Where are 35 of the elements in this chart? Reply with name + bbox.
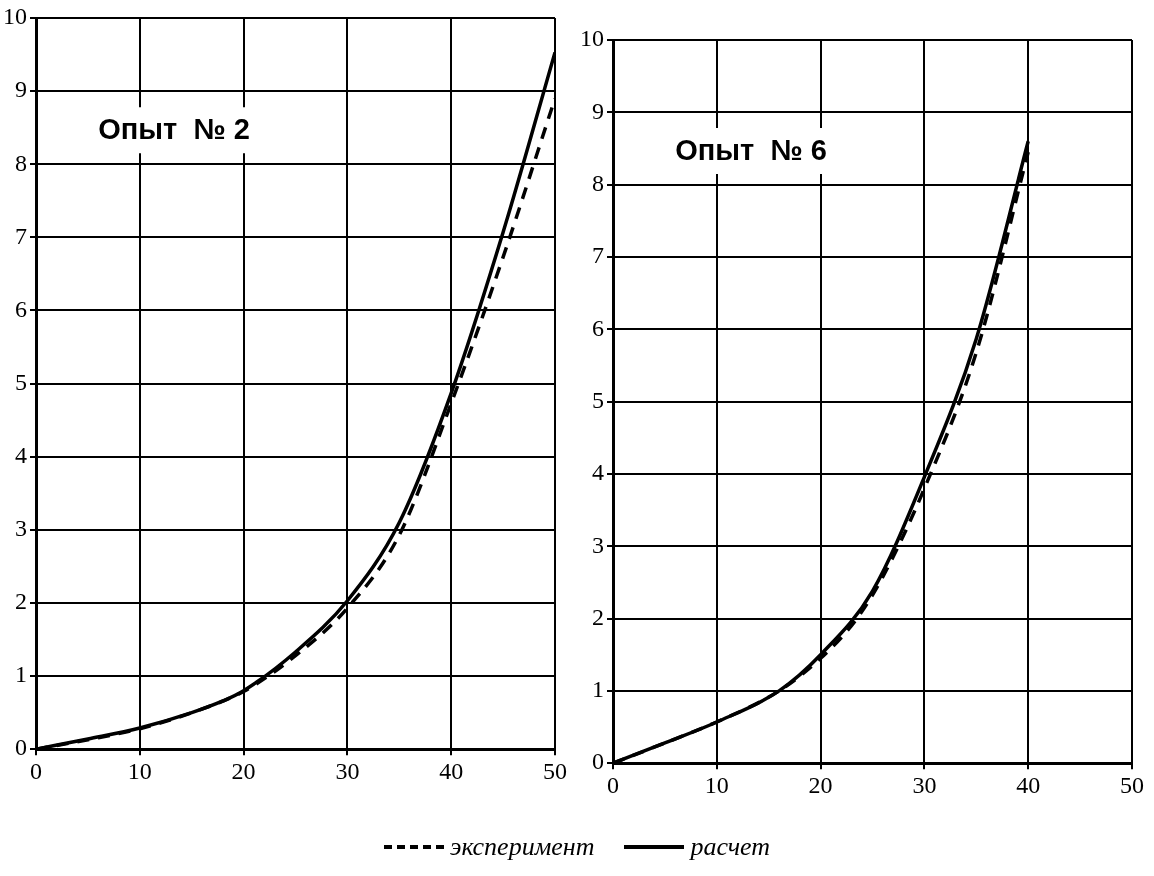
x-tick-label: 10 <box>704 771 729 798</box>
x-tick-label: 40 <box>439 757 464 784</box>
y-tick-label: 1 <box>592 676 604 703</box>
annotation: Опыт № 2 <box>98 113 250 146</box>
legend-label: эксперимент <box>449 832 595 862</box>
y-tick-label: 9 <box>15 76 27 103</box>
x-tick-label: 20 <box>231 757 256 784</box>
y-tick-label: 7 <box>592 242 604 269</box>
y-tick-label: 6 <box>15 295 27 322</box>
y-tick-label: 6 <box>592 314 604 341</box>
y-tick-label: 8 <box>15 149 27 176</box>
y-tick-label: 8 <box>592 169 604 196</box>
y-tick-label: 3 <box>592 531 604 558</box>
y-tick-label: 2 <box>15 588 27 615</box>
x-tick-label: 50 <box>543 757 567 784</box>
x-tick-label: 30 <box>335 757 360 784</box>
y-tick-label: 5 <box>592 386 604 413</box>
x-tick-label: 50 <box>1120 771 1144 798</box>
y-tick-label: 2 <box>592 603 604 630</box>
x-tick-label: 10 <box>127 757 152 784</box>
y-tick-label: 3 <box>15 515 27 542</box>
y-tick-label: 4 <box>15 442 27 469</box>
x-tick-label: 40 <box>1016 771 1041 798</box>
y-tick-label: 4 <box>592 459 604 486</box>
y-tick-label: 1 <box>15 661 27 688</box>
y-tick-label: 10 <box>3 3 27 30</box>
annotation: Опыт № 6 <box>675 134 827 167</box>
y-tick-label: 5 <box>15 368 27 395</box>
legend-label: расчет <box>690 832 771 862</box>
y-tick-label: 10 <box>580 25 604 52</box>
y-tick-label: 9 <box>592 97 604 124</box>
x-tick-label: 20 <box>808 771 833 798</box>
y-tick-label: 7 <box>15 222 27 249</box>
x-tick-label: 30 <box>912 771 937 798</box>
y-tick-label: 0 <box>15 734 27 761</box>
